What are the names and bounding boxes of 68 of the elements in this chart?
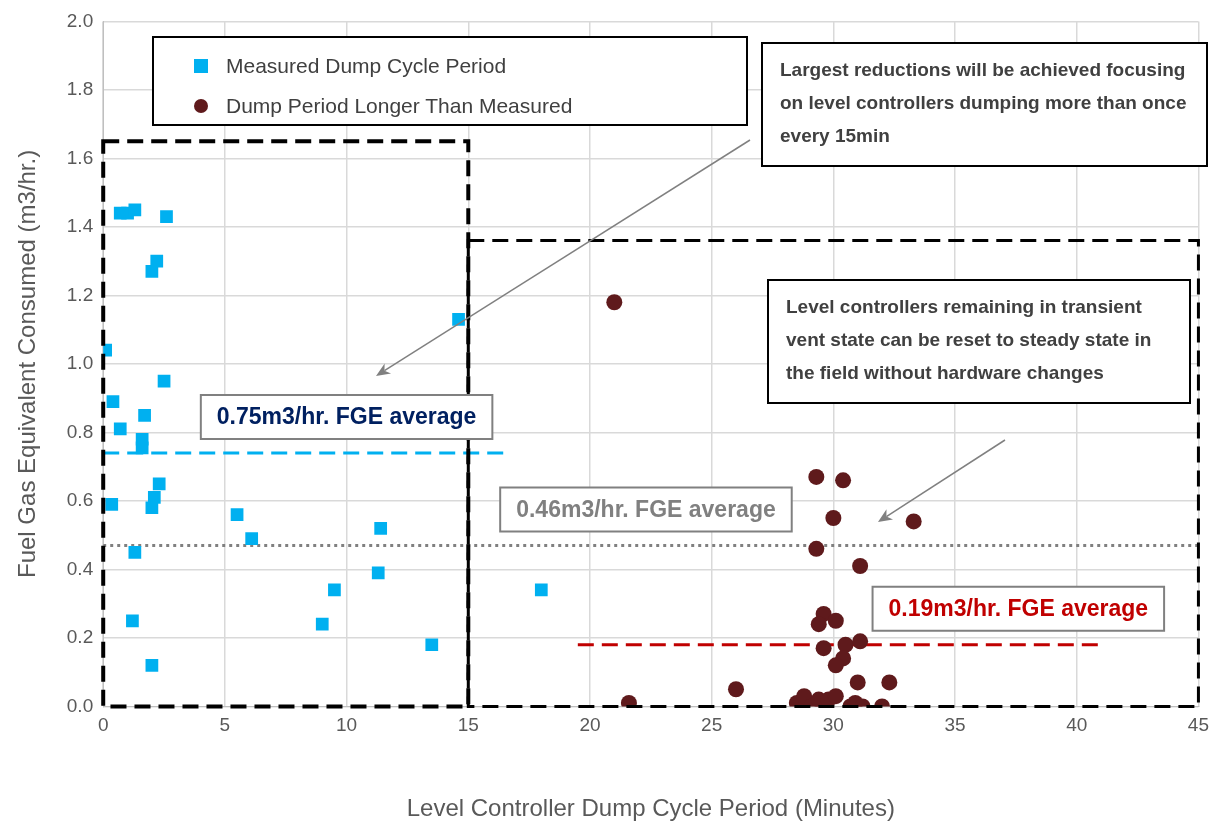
- point: [371, 566, 385, 580]
- annotation: Level controllers remaining in transient vent state can be reset to steady state in the field without hardware changes: [786, 296, 1152, 384]
- point: [808, 540, 825, 557]
- x-tick-label: 15: [457, 714, 479, 736]
- point: [728, 681, 745, 698]
- point: [881, 674, 898, 691]
- point: [328, 583, 341, 597]
- x-tick-label: 20: [579, 714, 601, 736]
- point: [825, 510, 842, 527]
- point: [138, 408, 151, 422]
- y-tick-label: 0.0: [66, 694, 94, 716]
- legend-label: Measured Dump Cycle Period: [226, 54, 507, 78]
- point: [852, 557, 869, 574]
- point: [128, 203, 142, 217]
- point: [852, 633, 869, 650]
- point: [606, 294, 623, 311]
- point: [808, 468, 825, 485]
- point: [849, 674, 866, 691]
- y-tick-label: 0.4: [66, 557, 94, 579]
- point: [905, 513, 922, 530]
- x-tick-label: 35: [944, 714, 966, 736]
- y-tick-label: 1.6: [66, 146, 94, 168]
- point: [106, 395, 120, 408]
- point: [374, 521, 388, 535]
- annotation: 0.75m3/hr. FGE average: [216, 403, 477, 430]
- point: [105, 497, 119, 511]
- y-tick-label: 1.8: [66, 78, 94, 100]
- point: [827, 657, 844, 674]
- y-tick-label: 0.8: [66, 420, 94, 442]
- point: [835, 472, 852, 489]
- x-tick-label: 5: [219, 714, 231, 736]
- point: [827, 688, 844, 705]
- point: [135, 441, 149, 455]
- y-tick-label: 1.2: [66, 283, 94, 305]
- y-tick-label: 1.0: [66, 352, 94, 374]
- point: [128, 545, 142, 559]
- point: [425, 638, 439, 652]
- legend-label: Dump Period Longer Than Measured: [226, 94, 573, 118]
- point: [145, 658, 159, 672]
- point: [126, 614, 139, 628]
- x-axis-title: Level Controller Dump Cycle Period (Minutes): [406, 794, 895, 822]
- point: [230, 508, 244, 521]
- point: [145, 501, 159, 515]
- x-tick-label: 10: [336, 714, 358, 736]
- x-tick-label: 0: [97, 714, 109, 736]
- annotation: 0.19m3/hr. FGE average: [888, 595, 1149, 622]
- y-tick-label: 2.0: [66, 9, 94, 31]
- y-tick-label: 0.2: [66, 626, 94, 648]
- y-axis-title: Fuel Gas Equivalent Consumed (m3/hr.): [13, 149, 41, 578]
- x-tick-label: 25: [701, 714, 723, 736]
- point: [810, 616, 827, 633]
- annotation: 0.46m3/hr. FGE average: [516, 495, 776, 522]
- point: [113, 422, 127, 436]
- point: [815, 640, 832, 657]
- point: [160, 210, 173, 223]
- point: [150, 254, 164, 268]
- point: [315, 617, 329, 631]
- y-tick-label: 0.6: [66, 489, 94, 511]
- x-tick-label: 40: [1066, 714, 1088, 736]
- x-tick-label: 30: [822, 714, 844, 736]
- point: [534, 583, 548, 597]
- point: [152, 477, 166, 491]
- point: [837, 636, 854, 653]
- x-tick-label: 45: [1187, 714, 1209, 736]
- annotation: Largest reductions will be achieved focusing on level controllers dumping more than once every 15min: [780, 59, 1187, 147]
- y-tick-label: 1.4: [66, 215, 94, 237]
- point: [245, 532, 259, 545]
- point: [827, 612, 844, 629]
